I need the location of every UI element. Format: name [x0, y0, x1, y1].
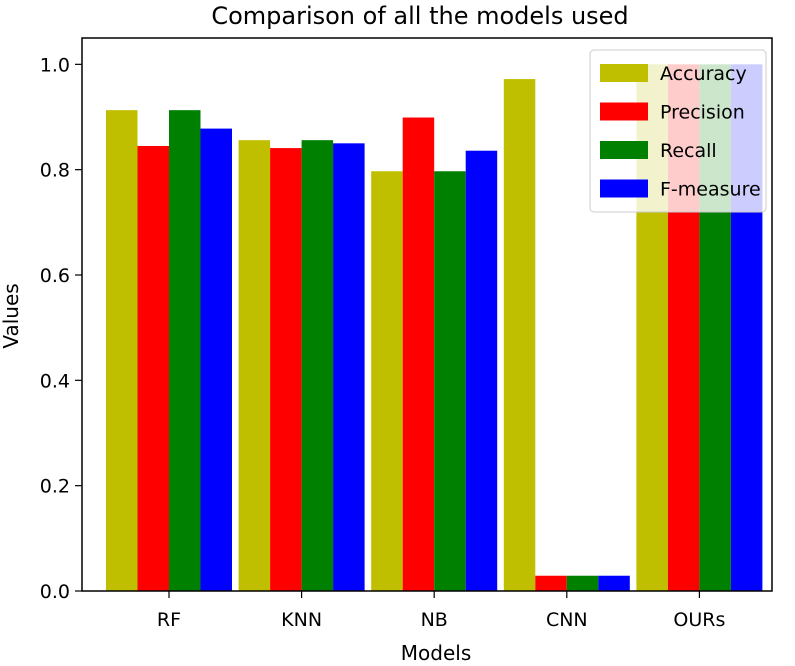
y-axis-label: Values: [0, 283, 23, 348]
legend-label-accuracy: Accuracy: [660, 63, 747, 85]
bar-knn-f-measure: [333, 143, 365, 591]
bar-cnn-recall: [566, 575, 599, 591]
y-tick-label: 0.4: [40, 370, 70, 392]
bar-knn-recall: [301, 140, 334, 592]
x-tick-label: CNN: [546, 609, 588, 631]
y-tick-label: 0.0: [40, 581, 70, 603]
legend-swatch-accuracy: [600, 64, 648, 82]
bar-nb-precision: [402, 117, 435, 591]
y-tick-label: 0.8: [40, 160, 70, 182]
legend-swatch-recall: [600, 141, 648, 159]
legend-box: [589, 49, 767, 213]
legend-swatch-precision: [600, 102, 648, 121]
bar-cnn-precision: [535, 575, 567, 591]
bar-rf-recall: [169, 110, 201, 592]
y-axis: 0.0 0.2 0.4 0.6 0.8 1.0: [40, 54, 82, 603]
x-axis-label: Models: [401, 641, 471, 665]
bar-cnn-accuracy: [503, 79, 536, 591]
y-tick-label: 1.0: [40, 54, 70, 76]
bar-rf-precision: [137, 145, 169, 591]
legend-label-precision: Precision: [660, 102, 745, 124]
bar-nb-f-measure: [465, 150, 498, 591]
bar-nb-recall: [434, 171, 466, 591]
plot-frame: [81, 37, 773, 592]
x-tick-label: OURs: [673, 609, 725, 631]
x-tick-label: KNN: [281, 609, 322, 631]
legend-label-recall: Recall: [660, 140, 717, 162]
y-tick-label: 0.2: [40, 476, 70, 498]
x-axis: RF KNN NB CNN OURs: [157, 591, 725, 631]
legend: Accuracy Precision Recall F-measure: [589, 49, 767, 213]
legend-swatch-f-measure: [600, 179, 648, 198]
bar-nb-accuracy: [371, 171, 403, 591]
bar-cnn-f-measure: [598, 575, 630, 591]
bar-knn-precision: [270, 148, 302, 591]
y-tick-label: 0.6: [40, 265, 70, 287]
bar-rf-accuracy: [106, 110, 138, 592]
x-tick-label: RF: [157, 609, 181, 631]
legend-label-f-measure: F-measure: [660, 179, 761, 201]
chart-title: Comparison of all the models used: [211, 2, 628, 30]
bar-knn-accuracy: [238, 140, 271, 592]
bars-layer: [106, 64, 763, 592]
bar-rf-f-measure: [200, 128, 232, 591]
x-tick-label: NB: [421, 609, 448, 631]
